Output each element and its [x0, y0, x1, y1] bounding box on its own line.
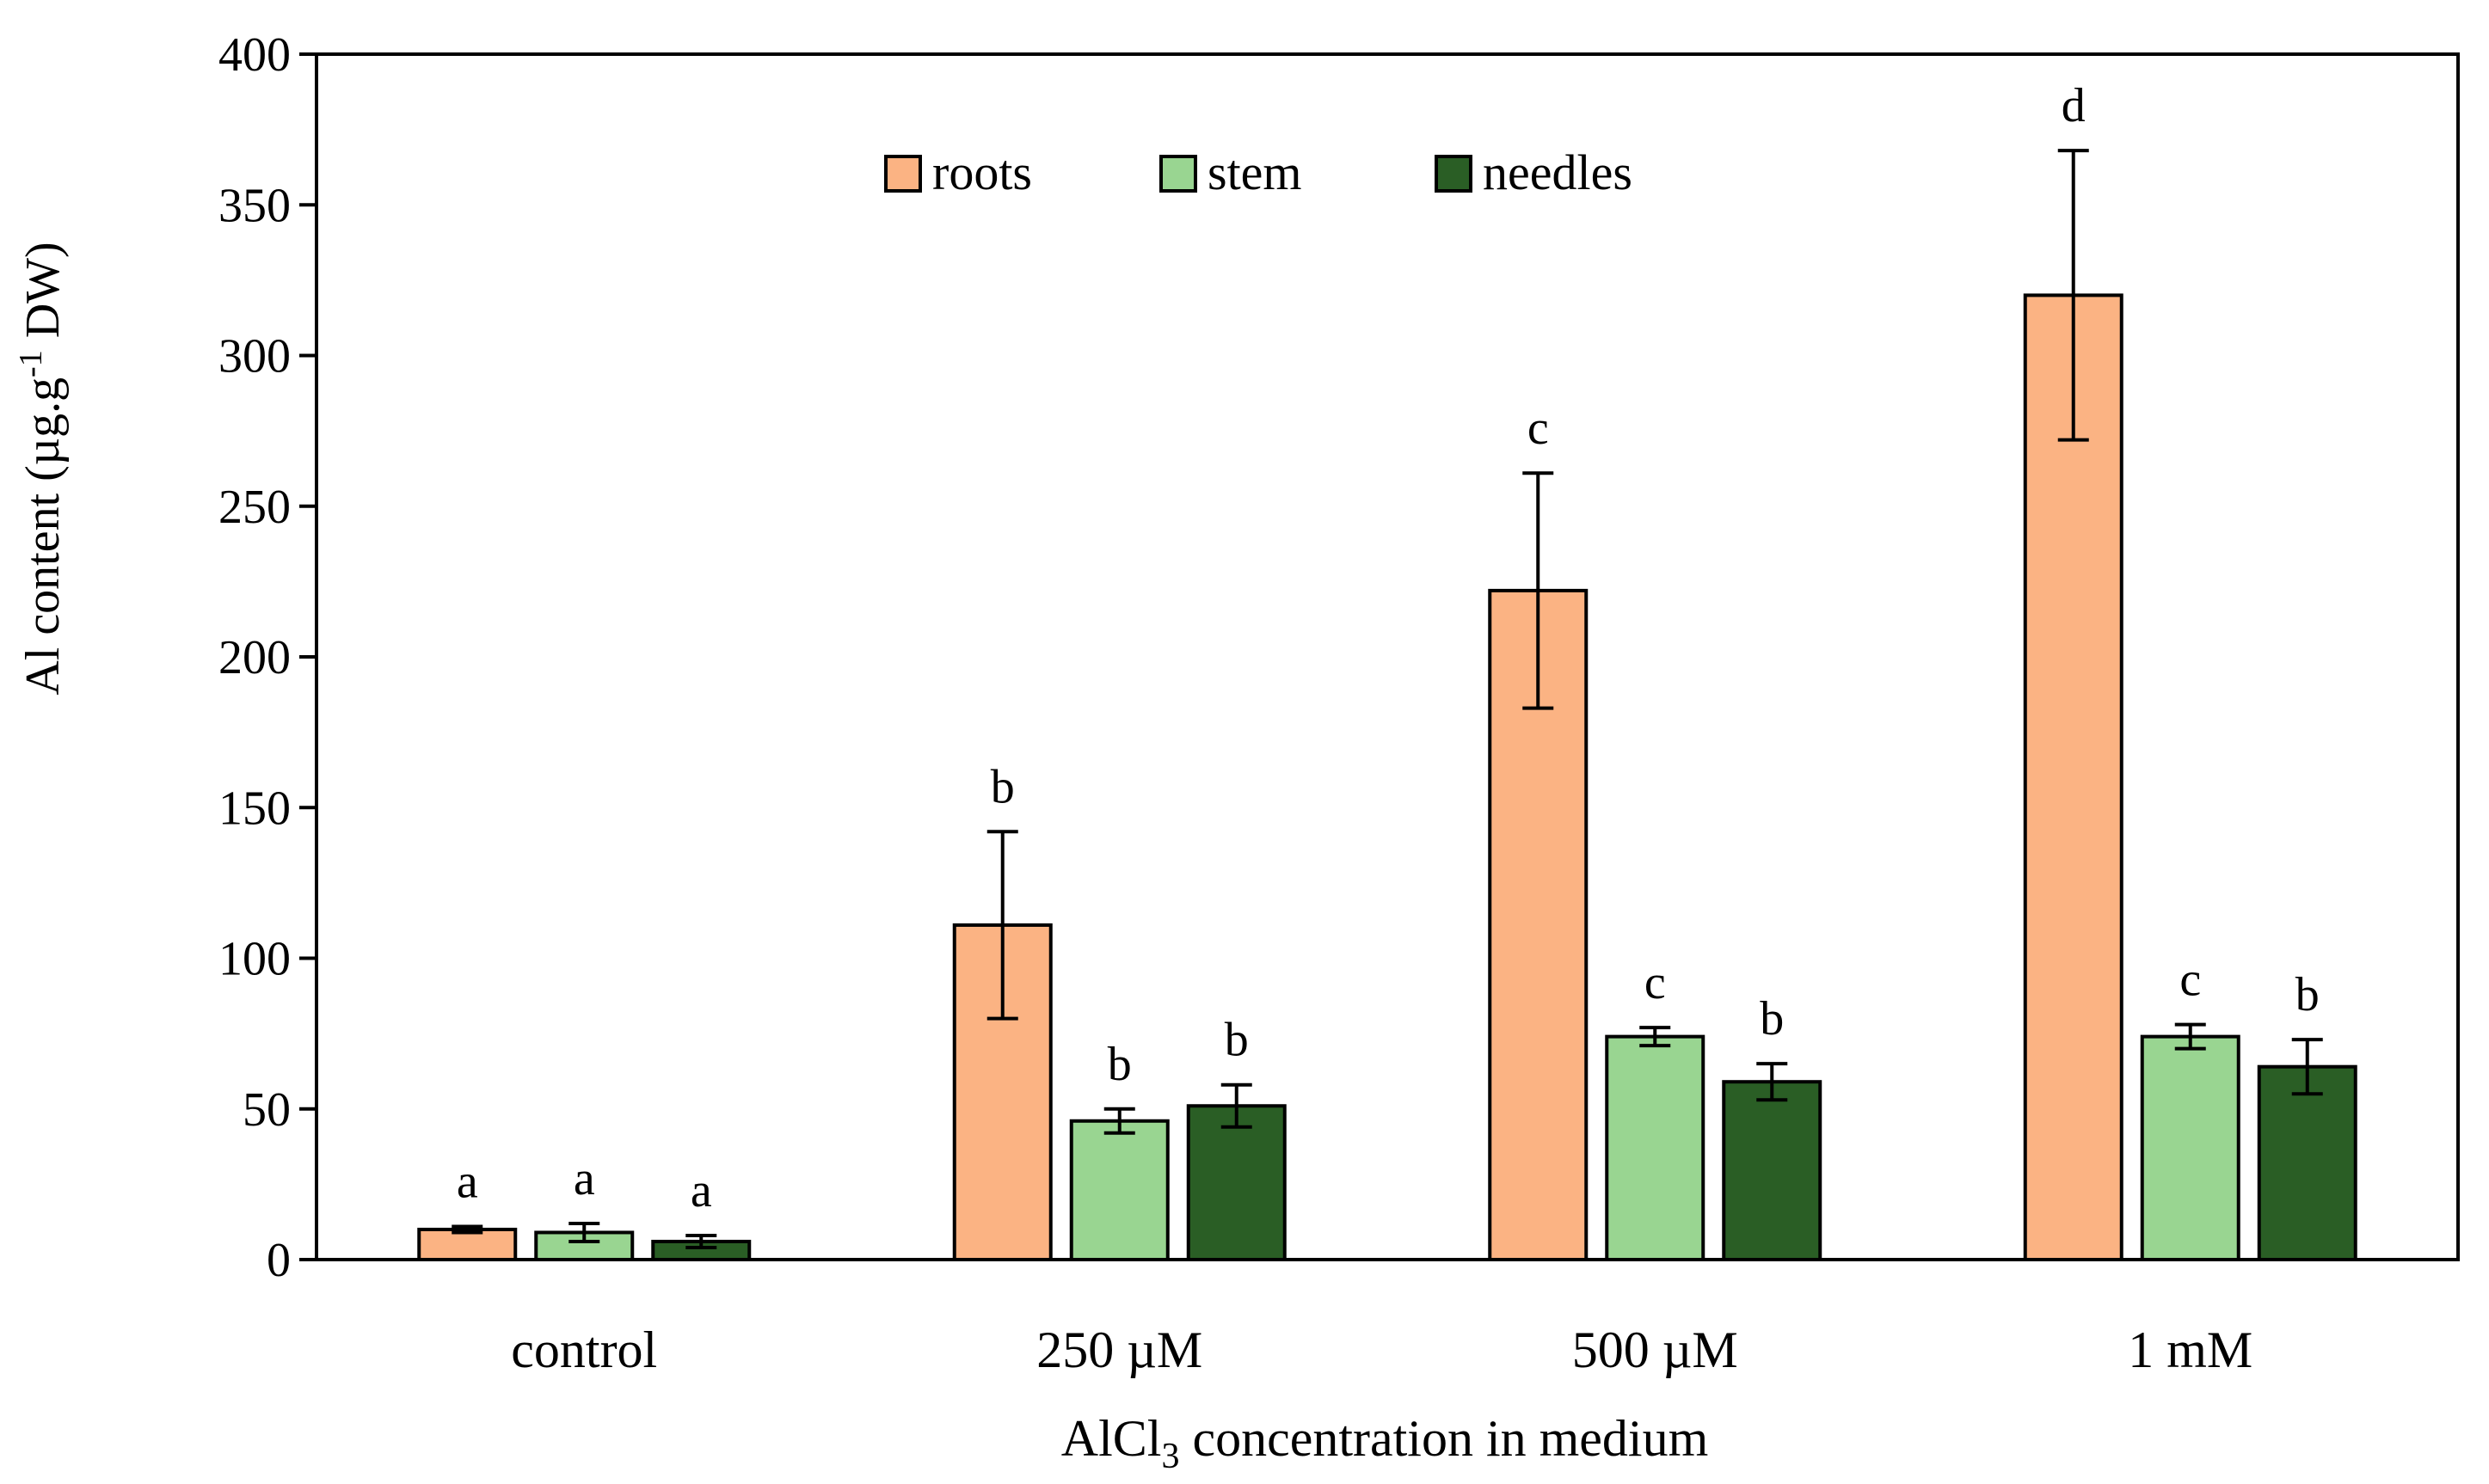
significance-letter: c [1644, 956, 1666, 1009]
y-axis-label: Al content (µg.g-1 DW) [13, 242, 70, 695]
bar-needles [1722, 1080, 1822, 1261]
bar-needles [1186, 1104, 1287, 1261]
bar-roots [417, 1227, 518, 1261]
bar-stem [2140, 1034, 2240, 1261]
significance-letter: c [2179, 954, 2201, 1007]
y-tick-label: 250 [218, 481, 291, 534]
y-tick-label: 0 [267, 1234, 291, 1287]
significance-letter: b [1108, 1038, 1132, 1091]
significance-letter: a [457, 1155, 478, 1208]
y-tick-label: 400 [218, 28, 291, 82]
y-tick-label: 350 [218, 179, 291, 232]
significance-letter: b [2295, 968, 2320, 1021]
significance-letter: c [1527, 402, 1549, 455]
y-tick-label: 200 [218, 631, 291, 684]
significance-letter: d [2062, 79, 2086, 132]
significance-letter: b [1225, 1014, 1249, 1067]
y-tick-label: 100 [218, 933, 291, 986]
significance-letter: a [574, 1152, 595, 1205]
legend-swatch-stem [1159, 155, 1197, 193]
y-tick-label: 300 [218, 330, 291, 383]
legend-label-stem: stem [1208, 144, 1302, 200]
significance-letter: b [1760, 992, 1784, 1046]
x-tick-label: 250 µM [1036, 1321, 1202, 1378]
y-tick-label: 150 [218, 782, 291, 835]
bar-needles [2257, 1064, 2357, 1262]
legend-label-roots: roots [932, 144, 1032, 200]
bar-stem [1069, 1119, 1170, 1262]
bar-stem [1605, 1034, 1705, 1261]
y-tick-label: 50 [243, 1083, 291, 1137]
bar-roots [2023, 293, 2123, 1261]
significance-letter: b [991, 760, 1015, 813]
legend-label-needles: needles [1483, 144, 1632, 200]
legend-swatch-needles [1435, 155, 1472, 193]
x-tick-label: 500 µM [1572, 1321, 1738, 1378]
legend-swatch-roots [884, 155, 922, 193]
x-tick-label: control [511, 1321, 657, 1378]
x-tick-label: 1 mM [2128, 1321, 2252, 1378]
significance-letter: a [691, 1164, 712, 1217]
x-axis-label: AlCl3 concentration in medium [1061, 1410, 1709, 1476]
